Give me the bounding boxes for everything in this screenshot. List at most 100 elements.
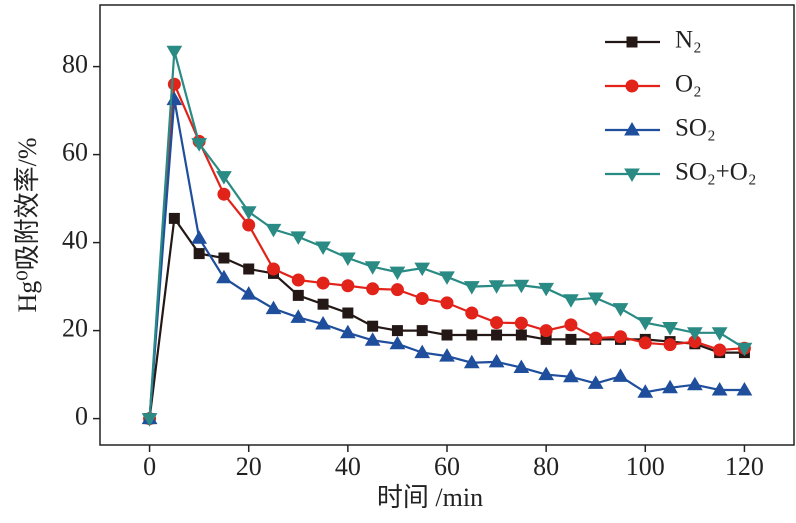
marker bbox=[624, 122, 640, 136]
marker bbox=[662, 322, 678, 336]
marker bbox=[389, 335, 406, 350]
marker bbox=[463, 281, 480, 295]
marker bbox=[538, 282, 555, 297]
marker bbox=[736, 382, 753, 396]
marker bbox=[638, 336, 652, 350]
legend-label: N₂ bbox=[675, 27, 702, 54]
marker bbox=[637, 384, 654, 398]
marker bbox=[624, 168, 640, 182]
x-axis-label: 时间 /min bbox=[377, 483, 483, 512]
marker bbox=[168, 212, 180, 224]
marker bbox=[290, 231, 307, 245]
marker bbox=[491, 329, 503, 341]
marker bbox=[612, 303, 629, 317]
x-tick-label: 80 bbox=[533, 452, 559, 481]
marker bbox=[439, 348, 455, 362]
marker bbox=[711, 382, 728, 396]
x-tick-label: 100 bbox=[626, 452, 665, 481]
marker bbox=[513, 279, 530, 294]
marker bbox=[439, 271, 455, 285]
legend-label: SO₂ bbox=[675, 115, 716, 142]
marker bbox=[166, 45, 183, 60]
marker bbox=[416, 325, 428, 337]
x-tick-label: 0 bbox=[143, 452, 156, 481]
marker bbox=[240, 286, 257, 300]
legend-label: SO₂+O₂ bbox=[675, 159, 757, 186]
marker bbox=[315, 316, 331, 330]
marker bbox=[240, 206, 257, 220]
marker bbox=[490, 316, 504, 330]
marker bbox=[465, 306, 479, 320]
marker bbox=[191, 138, 208, 152]
y-axis-label: Hg⁰吸附效率/% bbox=[13, 137, 42, 312]
marker bbox=[218, 252, 230, 264]
marker bbox=[217, 187, 231, 201]
marker bbox=[587, 375, 604, 389]
marker bbox=[563, 294, 579, 308]
marker bbox=[414, 262, 431, 277]
marker bbox=[713, 343, 727, 357]
marker bbox=[391, 325, 403, 337]
marker bbox=[364, 332, 381, 346]
marker bbox=[565, 333, 577, 345]
marker bbox=[539, 324, 553, 338]
marker bbox=[538, 366, 555, 381]
marker bbox=[216, 269, 232, 284]
marker bbox=[711, 327, 728, 341]
marker bbox=[463, 354, 480, 369]
marker bbox=[366, 282, 380, 296]
marker bbox=[440, 296, 454, 310]
marker bbox=[587, 292, 604, 307]
marker bbox=[736, 342, 753, 357]
series-line bbox=[148, 50, 746, 419]
marker bbox=[265, 300, 282, 315]
marker bbox=[564, 318, 578, 332]
series-line bbox=[148, 215, 745, 419]
marker bbox=[514, 316, 528, 330]
x-tick-label: 20 bbox=[236, 452, 262, 481]
marker bbox=[662, 379, 678, 394]
marker bbox=[193, 248, 205, 260]
marker bbox=[367, 320, 379, 332]
marker bbox=[291, 273, 305, 287]
x-tick-label: 40 bbox=[335, 452, 361, 481]
marker bbox=[663, 338, 677, 352]
marker bbox=[267, 262, 280, 276]
y-tick-label: 0 bbox=[75, 402, 88, 431]
marker bbox=[625, 79, 639, 93]
marker bbox=[191, 230, 208, 244]
marker bbox=[317, 298, 329, 310]
marker bbox=[290, 309, 307, 323]
marker bbox=[414, 344, 431, 359]
marker bbox=[265, 223, 282, 238]
marker bbox=[316, 276, 330, 290]
marker bbox=[342, 307, 354, 319]
marker bbox=[315, 241, 331, 255]
y-tick-label: 60 bbox=[62, 138, 88, 167]
marker bbox=[339, 324, 356, 339]
marker bbox=[686, 376, 703, 391]
x-tick-label: 120 bbox=[725, 452, 764, 481]
legend-label: O₂ bbox=[675, 71, 702, 98]
marker bbox=[415, 291, 429, 305]
y-tick-label: 80 bbox=[62, 50, 88, 79]
marker bbox=[614, 330, 627, 344]
marker bbox=[513, 359, 530, 374]
marker bbox=[563, 368, 579, 383]
y-tick-label: 20 bbox=[62, 314, 88, 343]
marker bbox=[612, 368, 629, 382]
marker bbox=[441, 329, 453, 341]
marker bbox=[292, 289, 304, 301]
marker bbox=[488, 353, 505, 368]
marker bbox=[589, 331, 603, 345]
marker bbox=[466, 329, 478, 341]
series-line bbox=[148, 99, 745, 419]
marker bbox=[626, 36, 638, 48]
marker bbox=[686, 327, 703, 341]
marker bbox=[488, 280, 505, 294]
series-line bbox=[148, 83, 745, 419]
y-tick-label: 40 bbox=[62, 226, 88, 255]
marker bbox=[389, 266, 406, 281]
